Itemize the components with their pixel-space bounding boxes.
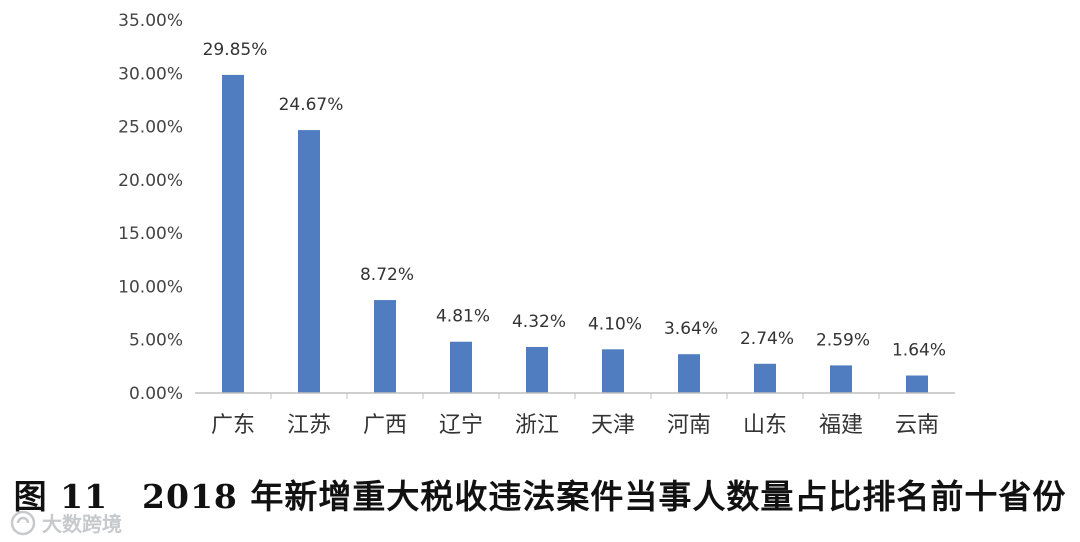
- y-tick-label: 15.00%: [118, 224, 183, 244]
- x-tick-label: 云南: [895, 413, 939, 438]
- bar: [906, 375, 928, 393]
- watermark: 大数跨境: [10, 508, 122, 537]
- x-tick-label: 福建: [819, 413, 863, 438]
- data-label: 4.32%: [512, 312, 566, 332]
- bar: [754, 363, 776, 393]
- data-label: 29.85%: [203, 40, 268, 60]
- x-tick-label: 广东: [211, 413, 255, 438]
- bar: [830, 365, 852, 393]
- data-label: 4.10%: [588, 314, 642, 334]
- y-tick-label: 35.00%: [118, 11, 183, 31]
- x-axis: 广东 江苏 广西 辽宁 浙江 天津 河南 山东 福建 云南: [195, 392, 955, 438]
- bar: [450, 341, 472, 393]
- x-tick-label: 浙江: [515, 413, 559, 438]
- x-tick-label: 江苏: [287, 413, 331, 438]
- bar: [374, 300, 396, 393]
- figure-caption: 图 11 2018 年新增重大税收违法案件当事人数量占比排名前十省份: [13, 477, 1067, 516]
- x-tick-label: 天津: [591, 413, 635, 438]
- y-tick-label: 10.00%: [118, 277, 183, 297]
- bar: [298, 130, 320, 393]
- bar: [678, 354, 700, 393]
- x-tick-label: 山东: [743, 413, 787, 438]
- x-tick-label: 河南: [667, 413, 711, 438]
- bar: [602, 349, 624, 393]
- y-tick-label: 20.00%: [118, 171, 183, 191]
- logo-icon: [10, 510, 36, 535]
- data-label: 1.64%: [892, 341, 946, 361]
- data-label: 3.64%: [664, 319, 718, 339]
- y-tick-label: 5.00%: [129, 331, 183, 351]
- data-label: 8.72%: [360, 265, 414, 285]
- x-tick-label: 广西: [363, 413, 407, 438]
- data-label: 4.81%: [436, 307, 490, 327]
- data-label: 24.67%: [279, 95, 344, 115]
- data-labels: 29.85% 24.67% 8.72% 4.81% 4.32% 4.10% 3.64% 2.7…: [203, 40, 946, 361]
- watermark-text: 大数跨境: [42, 512, 122, 536]
- y-axis: 0.00% 5.00% 10.00% 15.00% 20.00% 25.00% 30.00%…: [118, 11, 183, 404]
- bar-chart: 0.00% 5.00% 10.00% 15.00% 20.00% 25.00% 30.00%…: [118, 11, 955, 438]
- data-label: 2.59%: [816, 330, 870, 350]
- y-tick-label: 25.00%: [118, 118, 183, 138]
- x-tick-label: 辽宁: [439, 413, 483, 438]
- data-label: 2.74%: [740, 329, 794, 349]
- bars: [222, 74, 928, 394]
- y-tick-label: 0.00%: [129, 384, 183, 404]
- y-tick-label: 30.00%: [118, 64, 183, 84]
- bar: [222, 74, 244, 394]
- bar: [526, 346, 548, 393]
